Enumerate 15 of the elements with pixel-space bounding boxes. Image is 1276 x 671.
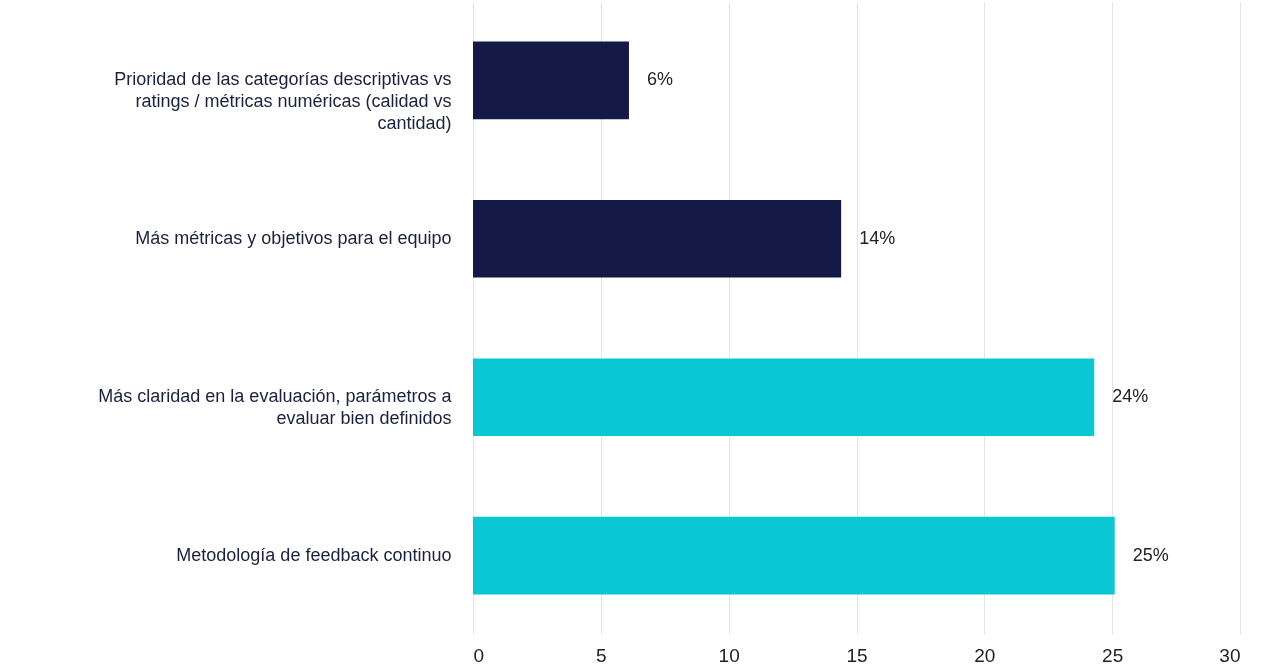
x-tick-label: 5 (596, 644, 607, 666)
x-tick-label: 0 (473, 644, 485, 666)
x-tick-label: 20 (974, 644, 996, 666)
x-tick-label: 30 (1219, 644, 1241, 666)
y-tick-label: Metodología de feedback continuo (176, 544, 452, 565)
data-label: 25% (1132, 544, 1169, 565)
x-tick-label: 15 (846, 644, 868, 666)
data-label: 14% (859, 227, 896, 248)
y-tick-label: Más claridad en la evaluación, parámetros a evaluar bien definidos (98, 386, 453, 429)
data-label: 24% (1112, 386, 1149, 407)
y-tick-label: Más métricas y objetivos para el equipo (135, 227, 452, 248)
y-tick-label: Prioridad de las categorías descriptivas vs ratings / métricas numéricas (calidad vs cantidad) (114, 69, 452, 134)
x-tick-label: 25 (1102, 644, 1124, 666)
data-label: 6% (646, 69, 673, 90)
x-tick-label: 10 (718, 644, 740, 666)
